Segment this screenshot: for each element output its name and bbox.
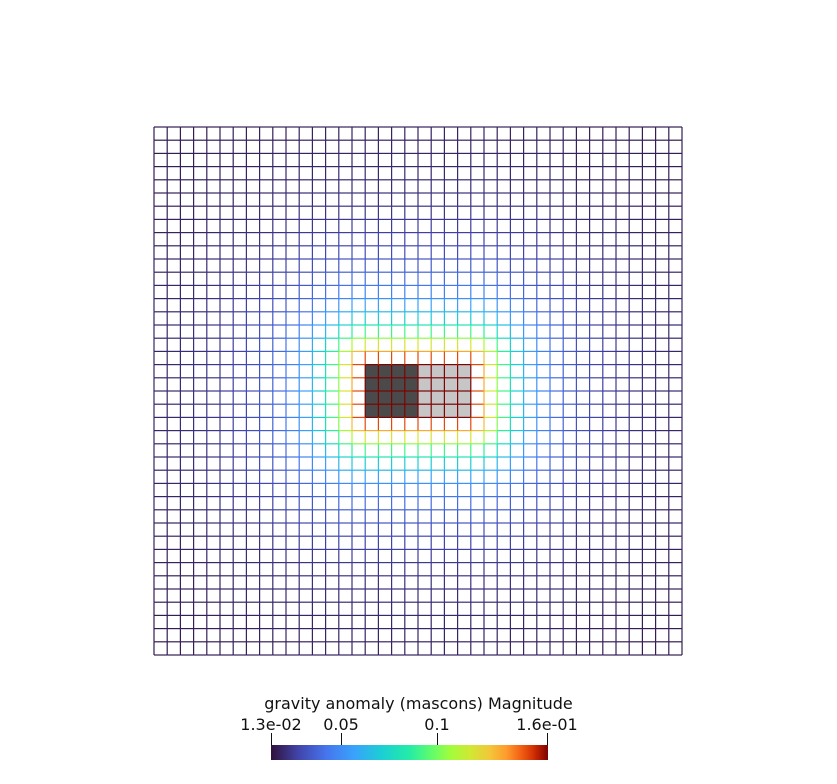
mascon-cell	[404, 364, 418, 378]
mascon-cell	[404, 391, 418, 405]
mascon-cell	[431, 377, 445, 391]
colorbar-title: gravity anomaly (mascons) Magnitude	[264, 694, 573, 713]
colorbar	[271, 745, 548, 760]
mascon-cell	[444, 377, 458, 391]
mascon-cell	[457, 364, 471, 378]
mascon-cell	[418, 364, 432, 378]
colorbar-tick-0-1	[437, 733, 438, 745]
mascon-cell	[457, 404, 471, 418]
mascon-cell	[378, 377, 392, 391]
mascon-cell	[444, 364, 458, 378]
mascon-cell	[404, 377, 418, 391]
mascon-cell	[391, 364, 405, 378]
colorbar-max-label: 1.6e-01	[516, 715, 578, 734]
mascon-cell	[418, 391, 432, 405]
mascon-cell	[444, 391, 458, 405]
mascon-cell	[391, 377, 405, 391]
mascon-cell	[365, 364, 379, 378]
colorbar-tick-max	[547, 733, 548, 745]
mascon-cell	[391, 404, 405, 418]
colorbar-tick-0-05	[341, 733, 342, 745]
mascon-cell	[431, 404, 445, 418]
mascon-cell	[444, 404, 458, 418]
mascon-cell	[431, 364, 445, 378]
mascon-cell	[378, 364, 392, 378]
mascon-cell	[457, 377, 471, 391]
mascon-cell	[457, 391, 471, 405]
mascon-cell	[431, 391, 445, 405]
colorbar-tick-label-0-1: 0.1	[424, 715, 450, 734]
mascon-cell	[418, 404, 432, 418]
mesh-grid	[153, 126, 683, 656]
mascon-cell	[378, 404, 392, 418]
colorbar-tick-min	[271, 733, 272, 745]
mascon-cell	[378, 391, 392, 405]
mascon-cell	[404, 404, 418, 418]
colorbar-tick-label-0-05: 0.05	[323, 715, 359, 734]
colorbar-min-label: 1.3e-02	[240, 715, 302, 734]
mascon-cell	[365, 391, 379, 405]
mascon-cell	[365, 404, 379, 418]
mascon-cell	[391, 391, 405, 405]
mascon-cell	[418, 377, 432, 391]
mascon-cell	[365, 377, 379, 391]
